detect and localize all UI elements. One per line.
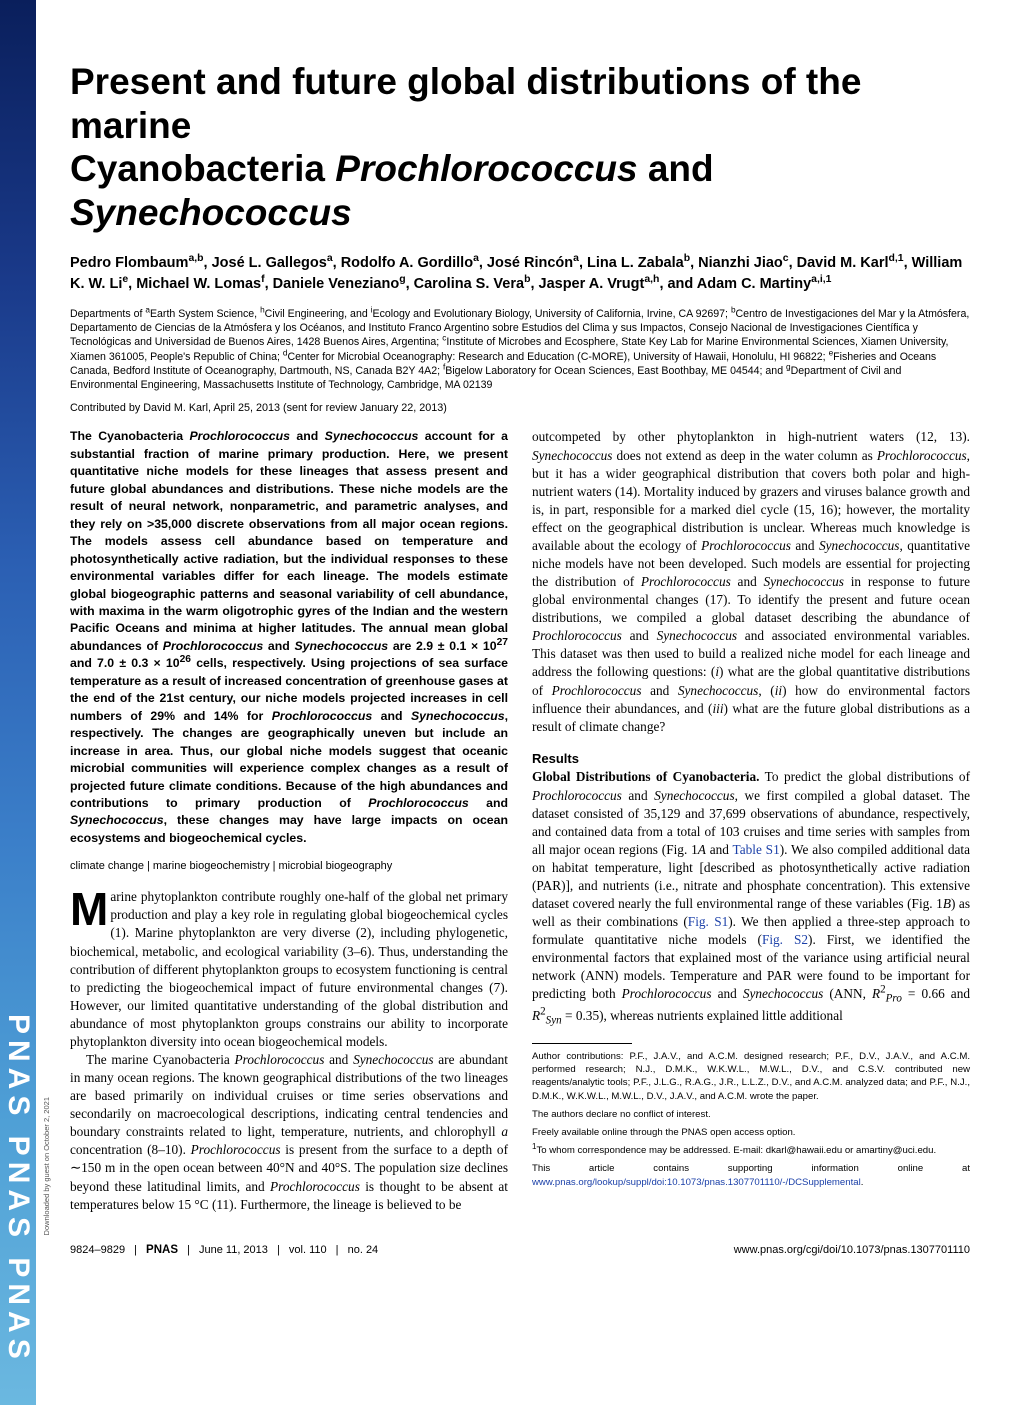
footer-no: no. 24 [348, 1244, 379, 1256]
footer-left: 9824–9829 | PNAS | June 11, 2013 | vol. … [70, 1244, 378, 1256]
supp-post: . [861, 1177, 864, 1188]
two-column-body: The Cyanobacteria Prochlorococcus and Sy… [70, 428, 970, 1213]
correspondence: 1To whom correspondence may be addressed… [532, 1144, 970, 1157]
footer-right: www.pnas.org/cgi/doi/10.1073/pnas.130770… [734, 1244, 970, 1256]
footnotes-block: Author contributions: P.F., J.A.V., and … [532, 1043, 970, 1189]
body-para-3: outcompeted by other phytoplankton in hi… [532, 428, 970, 735]
body-para-2: The marine Cyanobacteria Prochlorococcus… [70, 1051, 508, 1214]
author-contributions: Author contributions: P.F., J.A.V., and … [532, 1050, 970, 1103]
download-note: Downloaded by guest on October 2, 2021 [42, 1097, 51, 1235]
supporting-info: This article contains supporting informa… [532, 1162, 970, 1188]
contributed-line: Contributed by David M. Karl, April 25, … [70, 402, 970, 414]
journal-spine: PNAS PNAS PNAS [0, 0, 36, 1405]
body-para-4: Global Distributions of Cyanobacteria. T… [532, 768, 970, 1028]
conflict-statement: The authors declare no conflict of inter… [532, 1108, 970, 1121]
footer-vol: vol. 110 [289, 1244, 327, 1256]
footer-pnas: PNAS [146, 1244, 178, 1256]
page-footer: 9824–9829 | PNAS | June 11, 2013 | vol. … [70, 1240, 970, 1256]
footnotes: Author contributions: P.F., J.A.V., and … [532, 1050, 970, 1189]
title-line2-mid: and [638, 148, 714, 189]
title-line2-pre: Cyanobacteria [70, 148, 335, 189]
keyword-3: microbial biogeography [279, 860, 393, 872]
section-heading-results: Results [532, 750, 970, 768]
keywords: climate change|marine biogeochemistry|mi… [70, 859, 508, 874]
footer-pages: 9824–9829 [70, 1244, 125, 1256]
title-line1: Present and future global distributions … [70, 61, 861, 146]
affiliations: Departments of aEarth System Science, hC… [70, 307, 970, 393]
body-para-1: Marine phytoplankton contribute roughly … [70, 888, 508, 1051]
abstract: The Cyanobacteria Prochlorococcus and Sy… [70, 428, 508, 847]
footnotes-rule [532, 1043, 632, 1044]
title-genus2: Synechococcus [70, 192, 352, 233]
keyword-1: climate change [70, 860, 144, 872]
supp-link[interactable]: www.pnas.org/lookup/suppl/doi:10.1073/pn… [532, 1177, 861, 1188]
open-access: Freely available online through the PNAS… [532, 1126, 970, 1139]
supp-pre: This article contains supporting informa… [532, 1163, 970, 1174]
footer-date: June 11, 2013 [199, 1244, 268, 1256]
keyword-2: marine biogeochemistry [153, 860, 270, 872]
page-content: Present and future global distributions … [70, 0, 970, 1256]
title-genus1: Prochlorococcus [335, 148, 637, 189]
authors-line: Pedro Flombauma,b, José L. Gallegosa, Ro… [70, 253, 970, 295]
article-title: Present and future global distributions … [70, 60, 970, 235]
